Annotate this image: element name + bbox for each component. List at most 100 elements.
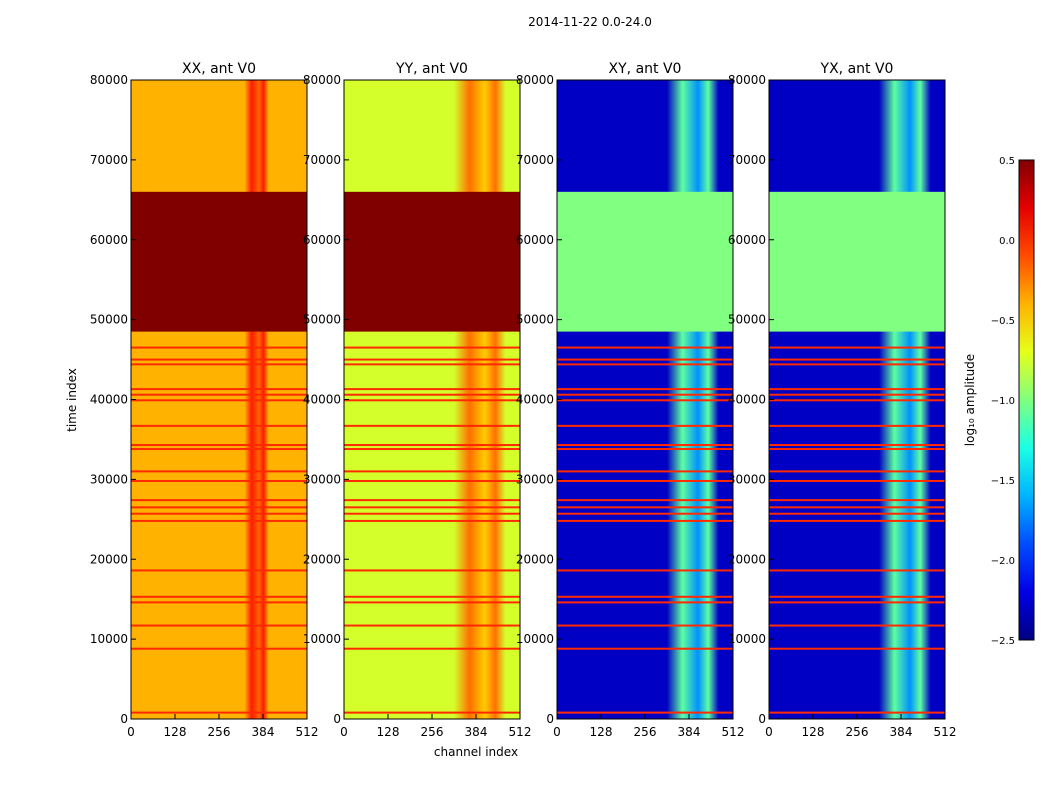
- flagged-time-line: [131, 519, 307, 522]
- y-tick-label: 40000: [90, 393, 128, 407]
- x-tick-label: 256: [846, 725, 869, 739]
- flagged-time-line: [557, 424, 733, 427]
- x-tick-label: 128: [377, 725, 400, 739]
- heatmap-panel: YY, ant V0 0 128 256 384 512 0 10000 20000 30000 4…: [303, 61, 532, 739]
- flagged-time-line: [557, 444, 733, 447]
- flagged-time-line: [557, 363, 733, 366]
- flagged-time-line: [769, 601, 945, 604]
- flagged-time-line: [769, 519, 945, 522]
- y-tick-label: 50000: [303, 313, 341, 327]
- colorbar-tick-label: −0.5: [991, 316, 1015, 327]
- flagged-time-line: [769, 424, 945, 427]
- flagged-time-line: [344, 499, 520, 502]
- panel-title: YY, ant V0: [395, 61, 468, 77]
- flagged-time-line: [769, 711, 945, 714]
- panel-title: XX, ant V0: [182, 61, 256, 77]
- flagged-time-line: [344, 711, 520, 714]
- heatmap-panel: XX, ant V0 0 128 256 384 512 0 10000 20000 30000 4…: [90, 61, 319, 739]
- flagged-time-line: [769, 448, 945, 451]
- strong-rfi-band: [344, 191, 520, 332]
- y-tick-label: 10000: [516, 632, 554, 646]
- x-tick-label: 512: [722, 725, 745, 739]
- y-tick-label: 50000: [90, 313, 128, 327]
- flagged-time-line: [131, 479, 307, 482]
- flagged-time-line: [769, 358, 945, 361]
- flagged-time-line: [344, 624, 520, 627]
- x-tick-label: 384: [890, 725, 913, 739]
- x-tick-label: 0: [340, 725, 348, 739]
- y-tick-label: 10000: [303, 632, 341, 646]
- flagged-time-line: [557, 470, 733, 473]
- flagged-time-line: [131, 499, 307, 502]
- x-tick-label: 512: [296, 725, 319, 739]
- flagged-time-line: [344, 358, 520, 361]
- flagged-time-line: [344, 512, 520, 515]
- figure-title: 2014-11-22 0.0-24.0: [528, 15, 652, 29]
- flagged-time-line: [344, 399, 520, 402]
- y-tick-label: 60000: [728, 233, 766, 247]
- flagged-time-line: [344, 470, 520, 473]
- x-tick-label: 128: [802, 725, 825, 739]
- flagged-time-line: [344, 519, 520, 522]
- flagged-time-line: [131, 647, 307, 650]
- flagged-time-line: [131, 624, 307, 627]
- flagged-time-line: [557, 506, 733, 509]
- x-tick-label: 256: [421, 725, 444, 739]
- x-tick-label: 0: [553, 725, 561, 739]
- colorbar-gradient: [1018, 159, 1035, 641]
- flagged-time-line: [557, 595, 733, 598]
- flagged-time-line: [769, 393, 945, 396]
- flagged-time-line: [131, 393, 307, 396]
- y-tick-label: 80000: [303, 73, 341, 87]
- flagged-time-line: [769, 388, 945, 391]
- flagged-time-line: [344, 595, 520, 598]
- x-tick-label: 0: [127, 725, 135, 739]
- flagged-time-line: [131, 346, 307, 349]
- flagged-time-line: [769, 499, 945, 502]
- y-tick-label: 70000: [90, 153, 128, 167]
- flagged-time-line: [131, 448, 307, 451]
- colorbar-label: log₁₀ amplitude: [963, 354, 977, 446]
- flagged-time-line: [557, 358, 733, 361]
- flagged-time-line: [344, 569, 520, 572]
- flagged-time-line: [557, 479, 733, 482]
- panel-title: XY, ant V0: [609, 61, 682, 77]
- x-tick-label: 256: [634, 725, 657, 739]
- flagged-time-line: [344, 363, 520, 366]
- flagged-time-line: [557, 399, 733, 402]
- flagged-time-line: [344, 393, 520, 396]
- x-tick-label: 512: [509, 725, 532, 739]
- flagged-time-line: [344, 424, 520, 427]
- x-tick-label: 512: [934, 725, 957, 739]
- x-tick-label: 384: [252, 725, 275, 739]
- flagged-time-line: [131, 388, 307, 391]
- y-tick-label: 80000: [90, 73, 128, 87]
- x-tick-label: 384: [678, 725, 701, 739]
- flagged-time-line: [557, 388, 733, 391]
- y-tick-label: 40000: [728, 393, 766, 407]
- flagged-time-line: [131, 444, 307, 447]
- flagged-time-line: [344, 346, 520, 349]
- flagged-time-line: [769, 363, 945, 366]
- flagged-time-line: [131, 424, 307, 427]
- flagged-time-line: [769, 444, 945, 447]
- flagged-time-line: [557, 569, 733, 572]
- panel-title: YX, ant V0: [820, 61, 894, 77]
- colorbar-tick-label: −2.5: [991, 636, 1015, 647]
- y-tick-label: 30000: [516, 472, 554, 486]
- y-tick-label: 0: [120, 712, 128, 726]
- strong-rfi-band: [131, 191, 307, 332]
- y-tick-label: 40000: [516, 393, 554, 407]
- x-tick-label: 128: [164, 725, 187, 739]
- y-tick-label: 20000: [728, 552, 766, 566]
- flagged-time-line: [131, 506, 307, 509]
- flagged-time-line: [131, 470, 307, 473]
- flagged-time-line: [769, 647, 945, 650]
- y-tick-label: 30000: [303, 472, 341, 486]
- y-tick-label: 80000: [728, 73, 766, 87]
- y-axis-label: time index: [65, 368, 79, 432]
- flagged-time-line: [769, 595, 945, 598]
- flagged-time-line: [557, 448, 733, 451]
- y-tick-label: 60000: [516, 233, 554, 247]
